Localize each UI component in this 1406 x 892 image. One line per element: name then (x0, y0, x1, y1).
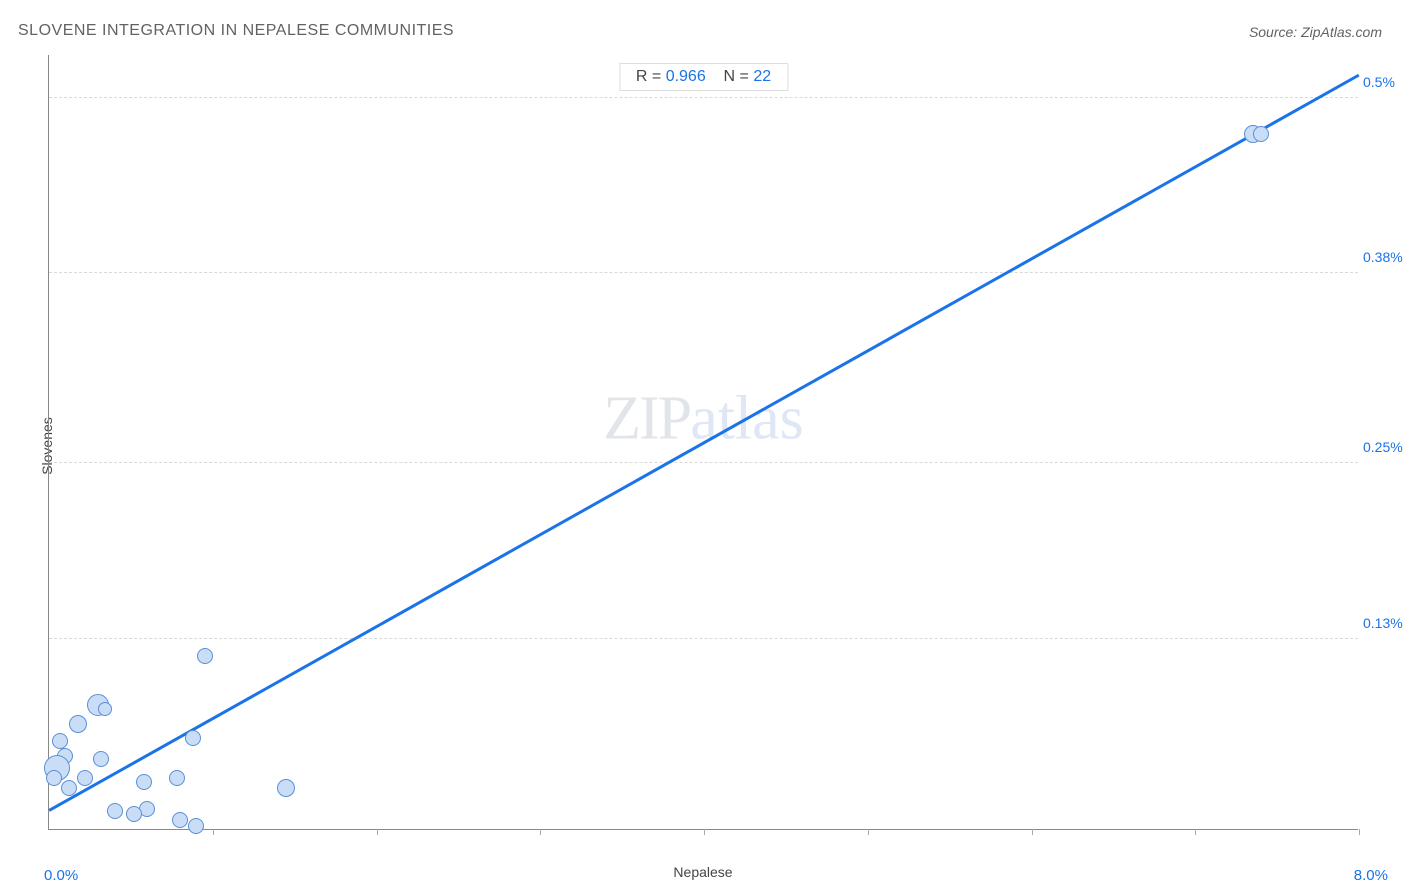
data-point (136, 774, 152, 790)
data-point (185, 730, 201, 746)
data-point (52, 733, 68, 749)
r-label: R = (636, 68, 661, 85)
data-point (1253, 126, 1269, 142)
data-point (172, 812, 188, 828)
source-attribution: Source: ZipAtlas.com (1249, 24, 1382, 40)
gridline (49, 638, 1358, 639)
x-tick (213, 829, 214, 835)
scatter-plot-area: ZIPatlas R = 0.966 N = 22 0.13%0.25%0.38… (48, 55, 1358, 830)
r-value: 0.966 (666, 68, 706, 85)
x-tick (1032, 829, 1033, 835)
stats-box: R = 0.966 N = 22 (619, 63, 788, 91)
y-tick-label: 0.38% (1363, 249, 1406, 265)
y-tick-label: 0.25% (1363, 439, 1406, 455)
x-tick (1195, 829, 1196, 835)
chart-title: SLOVENE INTEGRATION IN NEPALESE COMMUNIT… (18, 22, 454, 40)
trend-line (48, 74, 1359, 812)
y-tick-label: 0.5% (1363, 74, 1406, 90)
n-value: 22 (753, 68, 771, 85)
y-tick-label: 0.13% (1363, 615, 1406, 631)
data-point (197, 648, 213, 664)
gridline (49, 272, 1358, 273)
gridline (49, 97, 1358, 98)
data-point (126, 806, 142, 822)
data-point (277, 779, 295, 797)
data-point (77, 770, 93, 786)
x-tick (377, 829, 378, 835)
data-point (93, 751, 109, 767)
x-tick (704, 829, 705, 835)
data-point (169, 770, 185, 786)
x-axis-label: Nepalese (673, 864, 732, 880)
data-point (61, 780, 77, 796)
data-point (98, 702, 112, 716)
data-point (107, 803, 123, 819)
x-tick (868, 829, 869, 835)
x-max-label: 8.0% (1354, 867, 1388, 884)
gridline (49, 462, 1358, 463)
data-point (188, 818, 204, 834)
x-origin-label: 0.0% (44, 867, 78, 884)
n-label: N = (724, 68, 749, 85)
data-point (69, 715, 87, 733)
x-tick (1359, 829, 1360, 835)
data-point (46, 770, 62, 786)
watermark-zip: ZIP (603, 384, 690, 452)
x-tick (540, 829, 541, 835)
